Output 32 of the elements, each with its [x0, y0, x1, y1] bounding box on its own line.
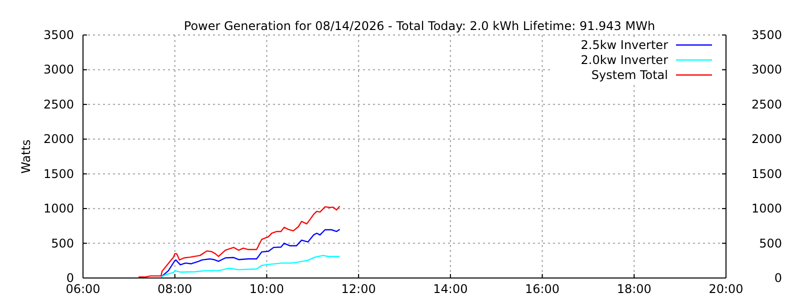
x-tick-label: 12:00	[341, 282, 376, 296]
x-tick-label: 20:00	[708, 282, 744, 296]
legend-label: 2.5kw Inverter	[580, 38, 668, 52]
y-tick-label: 3500	[43, 28, 74, 42]
y-tick-label: 1500	[43, 166, 74, 181]
y2-tick-label: 2000	[751, 132, 782, 146]
legend-label: 2.0kw Inverter	[580, 53, 668, 67]
y-tick-label: 2000	[43, 132, 74, 146]
y-tick-label: 1000	[43, 202, 74, 216]
line-series	[138, 206, 340, 278]
y2-tick-label: 500	[759, 236, 782, 250]
chart-title: Power Generation for 08/14/2026 - Total Today: 2.0 kWh Lifetime: 91.943 MWh	[184, 19, 656, 33]
y2-tick-label: 0	[774, 271, 782, 285]
y2-tick-label: 3500	[751, 28, 782, 42]
y2-tick-label: 3000	[751, 62, 782, 77]
x-tick-label: 16:00	[524, 282, 560, 296]
y-tick-label: 3000	[43, 62, 74, 77]
y-axis-title: Watts	[19, 139, 33, 174]
x-tick-label: 14:00	[433, 282, 468, 296]
y-tick-label: 0	[66, 271, 74, 285]
x-tick-label: 06:00	[66, 282, 100, 296]
line-series	[160, 254, 340, 278]
x-tick-label: 08:00	[158, 282, 192, 296]
y-tick-label: 500	[51, 236, 74, 250]
y-tick-label: 2500	[43, 97, 74, 112]
y2-tick-label: 2500	[751, 97, 782, 112]
y2-tick-label: 1000	[751, 202, 782, 216]
x-tick-label: 18:00	[616, 282, 652, 296]
y2-tick-label: 1500	[751, 166, 782, 181]
legend-label: System Total	[591, 68, 668, 82]
x-tick-label: 10:00	[249, 282, 284, 296]
line-series	[160, 228, 340, 278]
